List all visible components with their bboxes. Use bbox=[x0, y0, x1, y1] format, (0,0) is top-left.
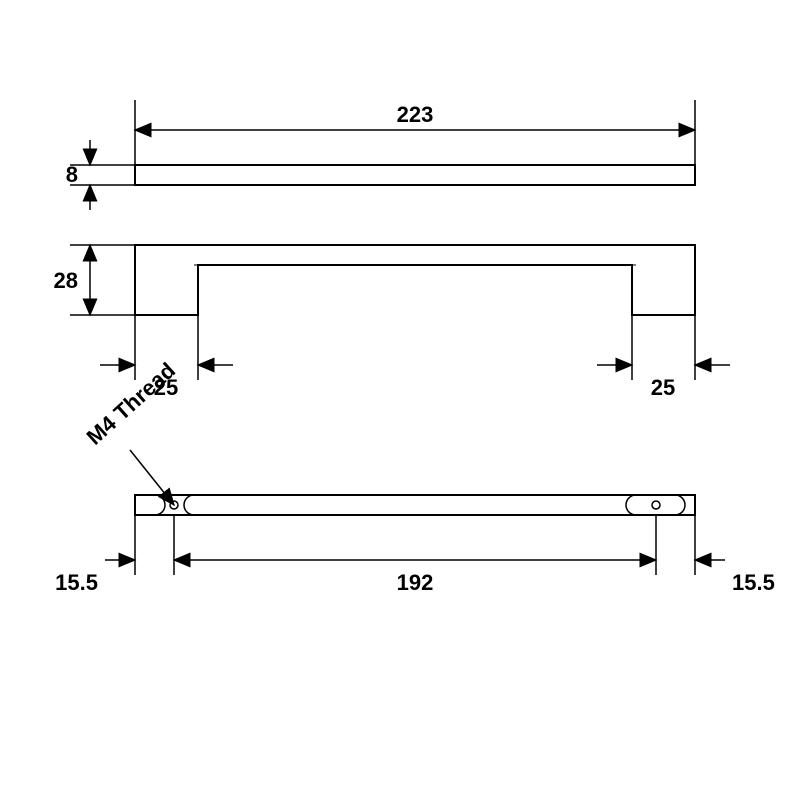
thread-callout: M4 Thread bbox=[82, 358, 180, 450]
top-view: 223 8 bbox=[66, 100, 695, 210]
dim-front-height: 28 bbox=[54, 268, 78, 293]
dim-hole-centers: 192 bbox=[397, 570, 434, 595]
dim-leg-right: 25 bbox=[651, 375, 675, 400]
dim-top-thickness: 8 bbox=[66, 162, 78, 187]
dim-edge-right: 15.5 bbox=[732, 570, 775, 595]
mounting-hole-right bbox=[652, 501, 660, 509]
technical-drawing: 223 8 28 25 25 bbox=[0, 0, 800, 800]
dim-edge-left: 15.5 bbox=[55, 570, 98, 595]
dim-overall-width: 223 bbox=[397, 102, 434, 127]
